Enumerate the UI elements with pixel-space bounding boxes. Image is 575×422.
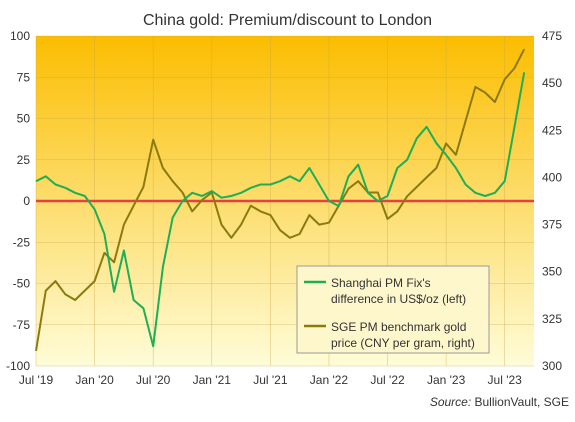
y-left-tick-label: -50 bbox=[13, 277, 31, 291]
y-left-tick-label: -75 bbox=[13, 318, 31, 332]
y-left-tick-label: -25 bbox=[13, 235, 31, 249]
chart-title: China gold: Premium/discount to London bbox=[143, 12, 432, 29]
y-left-tick-label: -100 bbox=[6, 359, 30, 373]
legend-label-premium-line2: difference in US$/oz (left) bbox=[331, 292, 466, 306]
y-right-tick-label: 350 bbox=[542, 265, 562, 279]
y-right-tick-label: 425 bbox=[542, 123, 562, 137]
x-tick-label: Jul '22 bbox=[370, 373, 405, 387]
source-text: BullionVault, SGE bbox=[471, 395, 569, 409]
legend-box bbox=[296, 265, 490, 354]
y-right-tick-label: 300 bbox=[542, 359, 562, 373]
y-left-tick-label: 0 bbox=[23, 194, 30, 208]
left-axis-ticks: 100 75 50 25 0 -25 -50 -75 -100 bbox=[6, 29, 30, 373]
y-right-tick-label: 450 bbox=[542, 76, 562, 90]
x-tick-label: Jul '23 bbox=[488, 373, 523, 387]
legend-label-price-line1: SGE PM benchmark gold bbox=[331, 320, 466, 334]
y-right-tick-label: 400 bbox=[542, 170, 562, 184]
x-tick-label: Jan '20 bbox=[75, 373, 114, 387]
y-right-tick-label: 325 bbox=[542, 312, 562, 326]
x-tick-label: Jul '21 bbox=[253, 373, 288, 387]
x-tick-label: Jul '19 bbox=[19, 373, 54, 387]
legend: Shanghai PM Fix's difference in US$/oz (… bbox=[296, 265, 490, 354]
x-tick-label: Jan '22 bbox=[310, 373, 349, 387]
legend-label-premium-line1: Shanghai PM Fix's bbox=[331, 276, 431, 290]
y-left-tick-label: 100 bbox=[10, 29, 30, 43]
x-tick-label: Jan '21 bbox=[193, 373, 232, 387]
y-left-tick-label: 50 bbox=[17, 112, 31, 126]
source-label: Source: bbox=[430, 395, 471, 409]
right-axis-ticks: 475 450 425 400 375 350 325 300 bbox=[542, 29, 562, 373]
y-right-tick-label: 475 bbox=[542, 29, 562, 43]
x-tick-label: Jan '23 bbox=[427, 373, 466, 387]
x-tick-label: Jul '20 bbox=[136, 373, 171, 387]
x-axis-ticks: Jul '19 Jan '20 Jul '20 Jan '21 Jul '21 Jan '… bbox=[19, 373, 522, 387]
y-left-tick-label: 25 bbox=[17, 153, 31, 167]
legend-label-price-line2: price (CNY per gram, right) bbox=[331, 336, 475, 350]
y-left-tick-label: 75 bbox=[17, 70, 31, 84]
series-layer bbox=[35, 48, 526, 352]
source-note: Source: BullionVault, SGE bbox=[430, 395, 569, 409]
series-line-premium bbox=[35, 72, 526, 348]
y-right-tick-label: 375 bbox=[542, 218, 562, 232]
